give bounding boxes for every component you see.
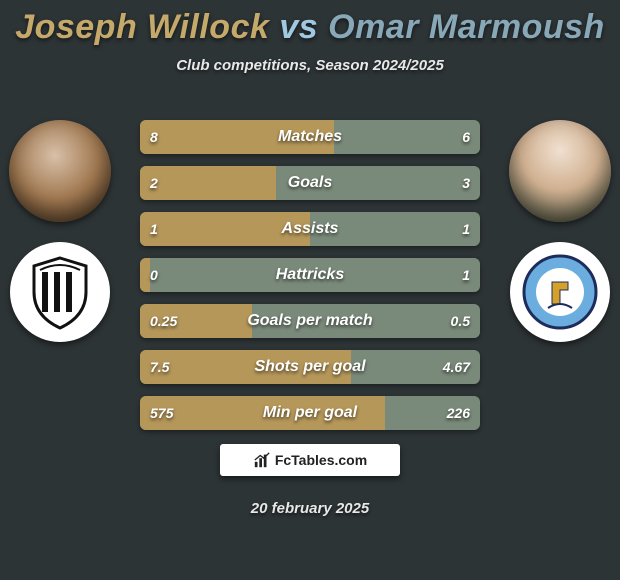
brand-text: FcTables.com — [275, 452, 367, 468]
stat-row: 23Goals — [140, 166, 480, 200]
title-player1: Joseph Willock — [15, 8, 269, 46]
footer-date: 20 february 2025 — [0, 500, 620, 517]
subtitle: Club competitions, Season 2024/2025 — [0, 57, 620, 74]
player2-club-crest — [510, 242, 610, 342]
left-column — [5, 120, 115, 342]
player2-avatar — [509, 120, 611, 222]
stat-row: 86Matches — [140, 120, 480, 154]
brand-badge: FcTables.com — [220, 444, 400, 476]
stat-row: 01Hattricks — [140, 258, 480, 292]
newcastle-crest-icon — [20, 252, 100, 332]
bar-left-fill — [140, 120, 334, 154]
stat-row: 575226Min per goal — [140, 396, 480, 430]
bar-left-fill — [140, 304, 252, 338]
stat-row: 7.54.67Shots per goal — [140, 350, 480, 384]
mancity-crest-icon — [520, 252, 600, 332]
bar-left-fill — [140, 396, 385, 430]
stat-row: 11Assists — [140, 212, 480, 246]
bar-left-fill — [140, 212, 310, 246]
brand-chart-icon — [253, 451, 271, 469]
comparison-title: Joseph Willock vs Omar Marmoush — [0, 0, 620, 47]
stat-row: 0.250.5Goals per match — [140, 304, 480, 338]
title-player2: Omar Marmoush — [328, 8, 605, 46]
bar-right-fill — [140, 258, 480, 292]
bar-left-fill — [140, 258, 150, 292]
right-column — [505, 120, 615, 342]
stats-bars: 86Matches 23Goals 11Assists 01Hattricks 0.25… — [140, 120, 480, 442]
bar-left-fill — [140, 166, 276, 200]
bar-left-fill — [140, 350, 351, 384]
player1-club-crest — [10, 242, 110, 342]
player1-avatar — [9, 120, 111, 222]
title-vs: vs — [279, 8, 318, 46]
